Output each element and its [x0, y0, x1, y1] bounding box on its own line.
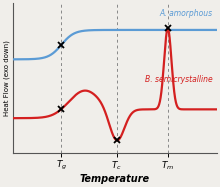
X-axis label: Temperature: Temperature — [80, 174, 150, 183]
Text: B. semicrystalline: B. semicrystalline — [145, 76, 213, 85]
Y-axis label: Heat Flow (exo down): Heat Flow (exo down) — [4, 41, 10, 117]
Text: A. amorphous: A. amorphous — [159, 10, 213, 19]
